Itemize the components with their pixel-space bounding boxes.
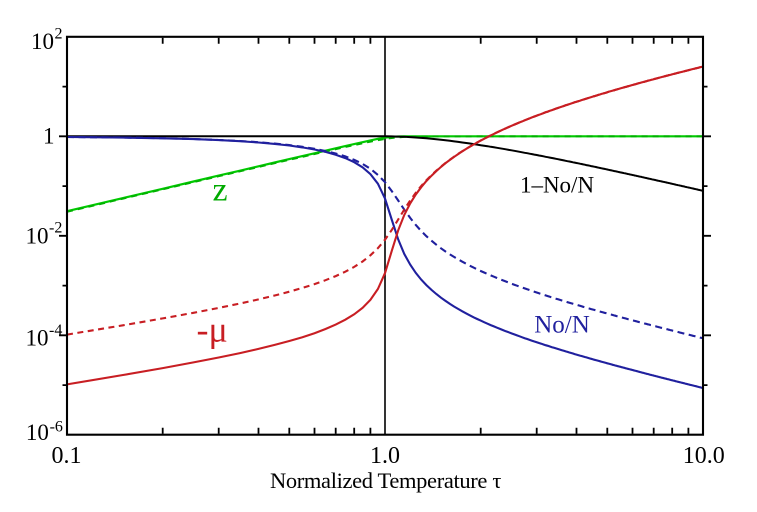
svg-text:-2: -2 bbox=[49, 220, 62, 237]
svg-text:10: 10 bbox=[26, 326, 49, 351]
svg-text:-μ: -μ bbox=[197, 310, 228, 350]
svg-text:-6: -6 bbox=[50, 419, 63, 436]
svg-text:1–No/N: 1–No/N bbox=[520, 173, 595, 198]
svg-text:z: z bbox=[212, 172, 227, 209]
svg-text:1: 1 bbox=[43, 124, 55, 149]
svg-text:10: 10 bbox=[31, 29, 54, 54]
svg-text:No/N: No/N bbox=[534, 312, 590, 339]
svg-text:10.0: 10.0 bbox=[683, 443, 725, 469]
svg-text:2: 2 bbox=[55, 26, 63, 43]
svg-text:10: 10 bbox=[26, 223, 49, 248]
svg-text:Normalized Temperature τ: Normalized Temperature τ bbox=[270, 468, 501, 493]
svg-text:1.0: 1.0 bbox=[370, 443, 400, 469]
svg-text:0.1: 0.1 bbox=[52, 443, 82, 469]
svg-text:10: 10 bbox=[26, 420, 49, 445]
svg-text:-4: -4 bbox=[49, 322, 62, 339]
